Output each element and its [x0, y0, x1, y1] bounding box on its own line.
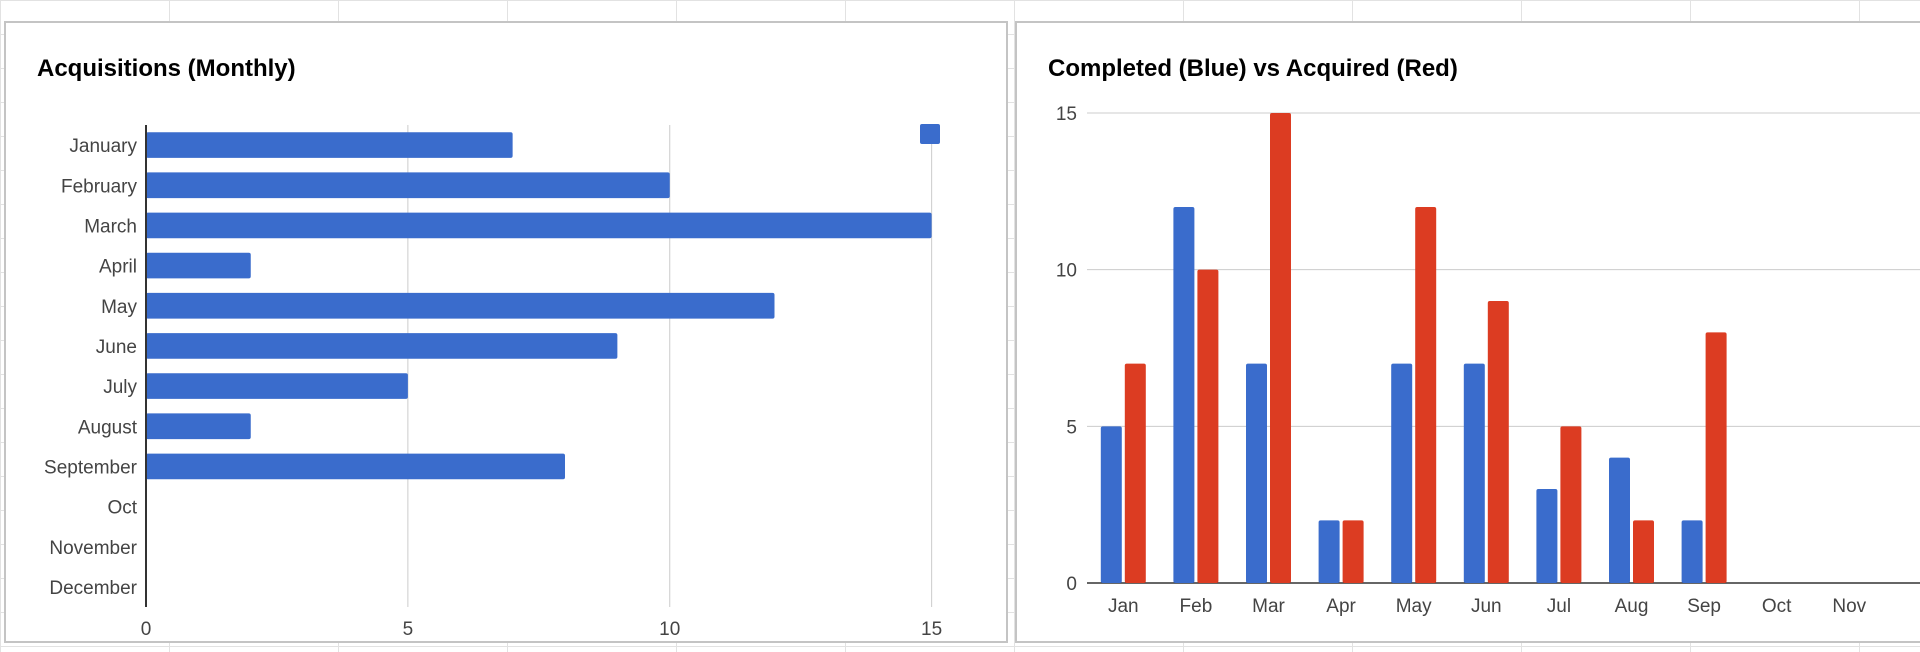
- x-tick-label: 5: [403, 619, 414, 640]
- y-tick-label: 0: [1066, 574, 1077, 595]
- bar-completed: [1536, 489, 1558, 583]
- chart-title: Acquisitions (Monthly): [37, 55, 296, 82]
- bar: [146, 292, 775, 319]
- bar-completed: [1246, 363, 1267, 583]
- category-label: June: [96, 337, 137, 358]
- bar-acquired: [1342, 520, 1364, 583]
- bar-completed: [1318, 520, 1340, 583]
- acquisitions-chart-panel: Acquisitions (Monthly) 0 5 10 15 January Febr…: [4, 21, 1008, 643]
- category-label: Feb: [1180, 596, 1213, 617]
- bar-acquired: [1124, 363, 1146, 583]
- category-label: February: [61, 176, 138, 197]
- bar-completed: [1463, 363, 1485, 583]
- category-label: Nov: [1832, 596, 1866, 617]
- category-label: January: [69, 136, 137, 157]
- bar: [146, 333, 618, 359]
- bar-completed: [1609, 457, 1630, 583]
- category-label: Jun: [1471, 596, 1502, 617]
- bar-acquired: [1705, 332, 1727, 583]
- category-label: April: [99, 257, 137, 278]
- category-label: March: [84, 216, 137, 237]
- acquisitions-chart: Acquisitions (Monthly) 0 5 10 15 January Febr…: [37, 55, 942, 640]
- bar-acquired: [1633, 520, 1654, 583]
- x-tick-label: 0: [141, 619, 152, 640]
- completed-vs-acquired-chart: Completed (Blue) vs Acquired (Red) 0 5 10 1…: [1048, 55, 1920, 617]
- x-tick-label: 10: [659, 619, 680, 640]
- bar-completed: [1391, 363, 1413, 583]
- bar: [146, 453, 565, 480]
- category-label: July: [103, 377, 137, 398]
- bar-acquired: [1197, 269, 1219, 583]
- bar-acquired: [1415, 207, 1437, 583]
- category-label: Apr: [1326, 596, 1356, 617]
- category-label: August: [78, 417, 138, 438]
- bar: [146, 252, 251, 279]
- category-label: December: [49, 578, 137, 599]
- bar-acquired: [1560, 426, 1582, 583]
- y-tick-label: 10: [1056, 261, 1077, 282]
- category-label: November: [49, 538, 137, 559]
- category-label: Mar: [1252, 596, 1285, 617]
- category-label: Aug: [1615, 596, 1649, 617]
- completed-vs-acquired-chart-panel: Completed (Blue) vs Acquired (Red) 0 5 10 1…: [1015, 21, 1920, 643]
- bar-completed: [1100, 426, 1122, 583]
- category-label: May: [101, 297, 137, 318]
- category-label: September: [44, 457, 138, 478]
- category-label: Jan: [1108, 596, 1139, 617]
- bar: [146, 172, 670, 199]
- y-tick-label: 15: [1056, 104, 1077, 125]
- bar-acquired: [1487, 301, 1509, 583]
- x-tick-label: 15: [921, 619, 942, 640]
- bar: [146, 413, 251, 440]
- chart-title: Completed (Blue) vs Acquired (Red): [1048, 55, 1458, 82]
- category-label: Jul: [1547, 596, 1571, 617]
- category-label: Oct: [1762, 596, 1792, 617]
- bar-completed: [1681, 520, 1703, 583]
- bar-acquired: [1270, 113, 1291, 583]
- y-tick-label: 5: [1066, 417, 1077, 438]
- category-label: Sep: [1687, 596, 1721, 617]
- bar-completed: [1173, 207, 1195, 583]
- bar: [146, 212, 932, 239]
- bar: [146, 132, 513, 158]
- bar: [146, 373, 408, 399]
- category-label: Oct: [107, 498, 137, 519]
- category-label: May: [1396, 596, 1432, 617]
- legend-swatch: [920, 124, 940, 144]
